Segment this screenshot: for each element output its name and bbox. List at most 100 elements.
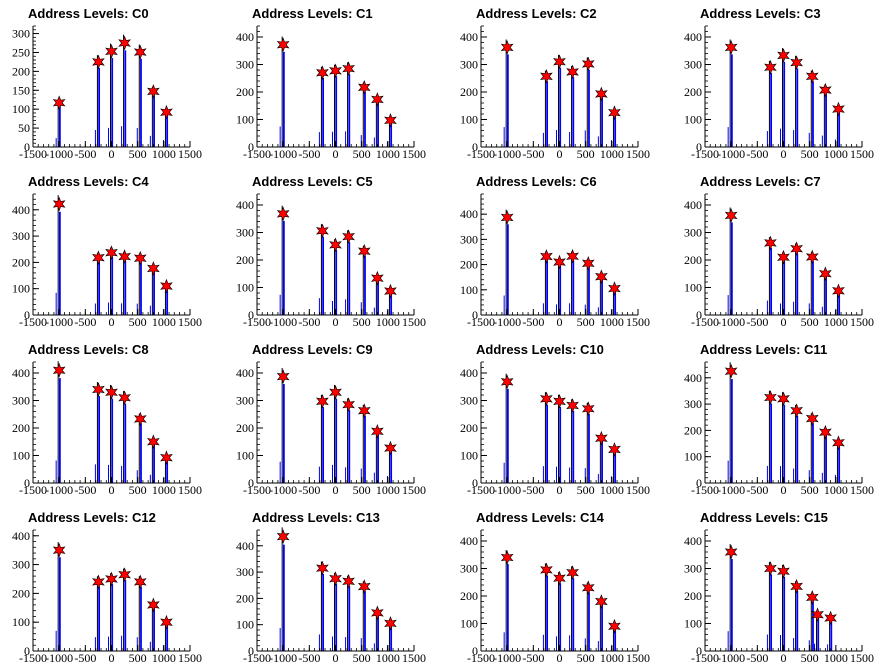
peak-marker [133,250,147,266]
data-bar [348,586,351,651]
y-tick-label: 300 [460,562,478,576]
y-tick-label: 250 [12,45,30,59]
y-tick-label: 300 [684,58,702,72]
x-tick-label: 0 [557,651,563,665]
peak-marker [105,571,118,587]
data-bar [58,378,61,483]
x-tick-label: 1500 [850,483,874,497]
x-tick-label: 500 [129,651,147,665]
x-tick-label: -1500 [19,651,47,665]
data-bar [588,592,590,651]
x-tick-label: -1000 [45,651,73,665]
chart-panel: Address Levels: C6 0 100 200 300 400 -1500 -100… [448,168,672,336]
data-bar [335,398,338,483]
chart-svg: Address Levels: C10 0 100 200 300 400 -1500-10… [460,342,650,497]
data-bar [124,579,127,651]
x-tick-label: -1500 [243,651,271,665]
peak-marker [553,54,566,70]
x-tick-label: 1000 [376,483,400,497]
peak-marker [566,398,579,413]
chart-panel: Address Levels: C2 0 100 200 300 400 -1500 -100… [448,0,672,168]
x-tick-label: 0 [557,315,563,329]
data-bar [838,445,841,483]
peak-marker [371,423,384,439]
x-tick-label: 0 [109,147,115,161]
x-tick-label: 500 [353,147,371,161]
peak-marker [371,270,384,286]
peak-marker [790,55,803,70]
y-tick-label: 400 [684,198,702,212]
data-bar [140,262,142,315]
data-bar [364,415,366,483]
x-tick-label: -1500 [243,483,271,497]
data-bar [783,404,786,483]
peak-marker [316,393,329,409]
x-tick-label: 0 [333,147,339,161]
chart-panel: Address Levels: C12 0 100 200 300 400 -1500 -10… [0,504,224,672]
y-tick-label: 100 [12,102,30,116]
y-tick-label: 300 [684,562,702,576]
chart-panel: Address Levels: C13 0 100 200 300 400 -1500 -10… [224,504,448,672]
peak-marker [105,384,118,400]
chart-title: Address Levels: C14 [476,510,605,525]
data-bar [282,51,285,147]
data-bar [506,388,509,483]
x-tick-label: -1500 [19,315,47,329]
y-tick-label: 100 [684,617,702,631]
peak-marker [595,269,608,285]
chart-title: Address Levels: C0 [28,6,149,21]
peak-marker [384,616,397,631]
peak-marker [608,105,621,120]
data-bar [58,557,61,651]
peak-marker [805,590,819,605]
data-bar [140,586,142,651]
y-tick-label: 400 [236,198,254,212]
chart-title: Address Levels: C4 [28,174,149,189]
data-bar [783,61,786,147]
y-tick-label: 0 [472,308,478,322]
data-bar [783,576,786,651]
x-tick-label: -500 [298,315,320,329]
y-tick-label: 0 [24,308,30,322]
data-bar [111,398,114,483]
y-tick-label: 200 [236,591,254,605]
peak-marker [342,573,355,589]
x-tick-label: 0 [333,651,339,665]
peak-marker [342,397,355,412]
data-bar [282,220,285,315]
peak-marker [790,403,803,418]
data-bar [377,280,379,315]
data-bar [390,122,393,147]
x-tick-label: -1000 [717,147,745,161]
x-tick-label: 1000 [376,651,400,665]
peak-marker [581,580,595,596]
peak-marker [276,529,290,544]
y-tick-label: 200 [12,586,30,600]
y-tick-label: 200 [236,85,254,99]
y-tick-label: 400 [684,30,702,44]
peak-marker [357,403,371,419]
data-bar [770,72,773,147]
y-tick-label: 300 [236,58,254,72]
x-tick-label: 0 [109,483,115,497]
y-tick-label: 300 [12,27,30,41]
y-tick-label: 100 [684,281,702,295]
x-tick-label: -1500 [243,315,271,329]
data-bar [322,77,325,147]
y-tick-label: 200 [684,589,702,603]
chart-svg: Address Levels: C13 0 100 200 300 400 -1500-10… [236,510,426,665]
data-bar [559,407,562,483]
x-tick-label: 500 [353,483,371,497]
chart-svg: Address Levels: C12 0 100 200 300 400 -1500-10… [12,510,202,665]
x-tick-label: 1000 [152,315,176,329]
peak-marker [811,607,824,623]
data-bar [546,260,549,315]
data-bar [838,292,841,315]
y-tick-label: 0 [24,476,30,490]
peak-marker [160,278,173,294]
data-bar [601,97,603,147]
x-tick-label: -500 [74,651,96,665]
x-tick-label: -1000 [493,483,521,497]
chart-svg: Address Levels: C11 0 100 200 300 400 -1500-10… [684,342,874,497]
y-tick-label: 0 [472,140,478,154]
